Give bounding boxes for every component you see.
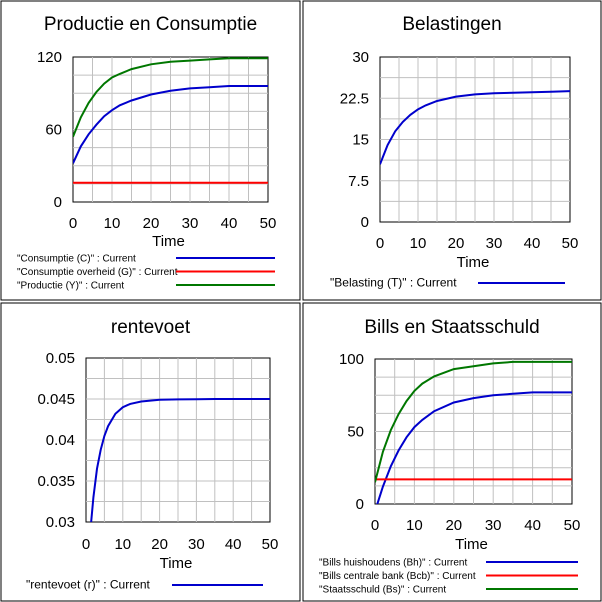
x-tick-label: 0 [371, 517, 379, 534]
series-line-1 [73, 85, 268, 164]
x-tick-label: 10 [104, 215, 121, 232]
legend-entry-label: "Consumptie (C)" : Current [17, 254, 136, 265]
legend-entry-label: "Belasting (T)" : Current [330, 276, 457, 290]
series-line-3 [375, 360, 572, 483]
chart-panel-3: rentevoet 0 10 20 30 40 50 0.03 0.035 0.04 0.045 0.… [0, 302, 301, 602]
chart-title: rentevoet [111, 317, 191, 338]
x-tick-label: 10 [410, 235, 427, 252]
x-tick-label: 20 [445, 517, 462, 534]
y-tick-label: 60 [45, 122, 62, 139]
legend-entry-label: "Bills huishoudens (Bh)" : Current [319, 558, 467, 569]
x-tick-label: 50 [562, 235, 579, 252]
chart-title: Bills en Staatsschuld [364, 317, 539, 338]
chart-panel-1: Productie en Consumptie 0 10 20 30 40 50 0 60 120… [0, 0, 301, 301]
x-tick-label: 10 [114, 536, 131, 553]
y-tick-label: 30 [352, 49, 369, 66]
y-tick-label: 0.04 [46, 432, 75, 449]
series-line-1 [376, 391, 572, 504]
chart-panel-2: Belastingen 0 10 20 30 40 50 0 7.5 15 22.5 30 Time"B… [302, 0, 602, 301]
legend-entry-label: "rentevoet (r)" : Current [26, 578, 151, 592]
legend-entry-label: "Staatsschuld (Bs)" : Current [319, 585, 446, 596]
x-axis-label: Time [160, 555, 193, 572]
y-tick-label: 0.05 [46, 350, 75, 367]
series-line-1 [90, 398, 270, 522]
y-tick-label: 0 [356, 496, 364, 513]
x-tick-label: 0 [376, 235, 384, 252]
x-tick-label: 20 [448, 235, 465, 252]
x-tick-label: 20 [143, 215, 160, 232]
legend-entry-label: "Bills centrale bank (Bcb)" : Current [319, 571, 476, 582]
x-tick-label: 30 [188, 536, 205, 553]
x-tick-label: 40 [225, 536, 242, 553]
x-tick-label: 20 [151, 536, 168, 553]
x-tick-label: 30 [485, 517, 502, 534]
series-line-3 [73, 57, 268, 138]
x-tick-label: 10 [406, 517, 423, 534]
x-tick-label: 40 [524, 235, 541, 252]
y-tick-label: 0.045 [37, 391, 75, 408]
y-tick-label: 50 [347, 424, 364, 441]
x-axis-label: Time [455, 536, 488, 553]
chart-title: Belastingen [402, 14, 501, 35]
y-tick-label: 100 [339, 351, 364, 368]
y-tick-label: 0 [54, 194, 62, 211]
y-tick-label: 0 [361, 214, 369, 231]
legend-entry-label: "Productie (Y)" : Current [17, 281, 124, 292]
x-tick-label: 50 [564, 517, 581, 534]
x-tick-label: 0 [69, 215, 77, 232]
y-tick-label: 0.03 [46, 514, 75, 531]
y-tick-label: 0.035 [37, 473, 75, 490]
x-tick-label: 50 [262, 536, 279, 553]
x-tick-label: 40 [524, 517, 541, 534]
series-line-1 [380, 90, 570, 165]
chart-panel-4: Bills en Staatsschuld 0 10 20 30 40 50 0 50 100 Ti… [302, 302, 602, 602]
x-tick-label: 50 [260, 215, 277, 232]
x-tick-label: 40 [221, 215, 238, 232]
y-tick-label: 7.5 [348, 173, 369, 190]
x-axis-label: Time [152, 233, 185, 250]
y-tick-label: 120 [37, 49, 62, 66]
x-tick-label: 30 [486, 235, 503, 252]
y-tick-label: 22.5 [340, 90, 369, 107]
chart-title: Productie en Consumptie [44, 14, 257, 35]
x-axis-label: Time [457, 254, 490, 271]
y-tick-label: 15 [352, 132, 369, 149]
legend-entry-label: "Consumptie overheid (G)" : Current [17, 267, 178, 278]
x-tick-label: 0 [82, 536, 90, 553]
x-tick-label: 30 [182, 215, 199, 232]
